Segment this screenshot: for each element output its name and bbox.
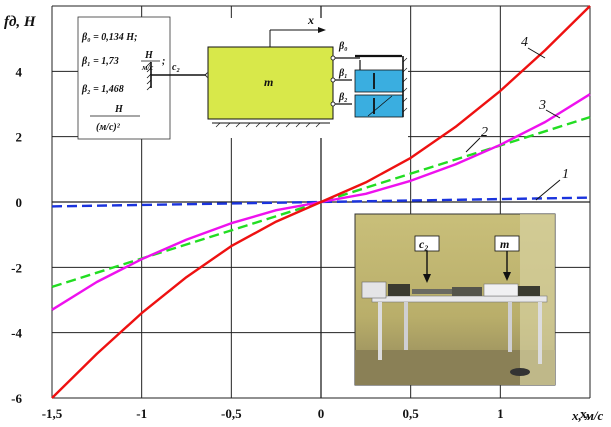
inset-schematic: β₀ = 0,134 Н; β₁ = 1,73 Н м/с ; β₂ = 1,4…	[78, 13, 408, 139]
beta2-label: β₂	[338, 92, 348, 103]
photo-table-leg-4	[538, 302, 542, 364]
param-beta2-unit-den: (м/с)²	[96, 122, 121, 133]
x-tick-label-2: -0,5	[221, 406, 242, 421]
curve-label-4: 4	[521, 35, 528, 50]
damper-housing-1	[355, 70, 403, 92]
mass-label: m	[264, 75, 273, 89]
curve-label-1: 1	[562, 167, 569, 182]
joint-1	[331, 56, 335, 60]
inset-photo: c₂ m	[355, 214, 555, 385]
param-beta1-unit-num: Н	[144, 50, 154, 61]
x-tick-label-4: 0,5	[403, 406, 420, 421]
photo-table-leg-3	[508, 302, 512, 352]
beta1-label: β₁	[338, 68, 348, 79]
param-beta2-unit-num: Н	[114, 104, 124, 115]
y-tick-label-2: -2	[11, 260, 22, 275]
curve-label-2: 2	[481, 125, 488, 140]
photo-table-leg-2	[404, 302, 408, 350]
photo-m-label: m	[500, 237, 509, 251]
photo-clamp	[388, 284, 410, 296]
y-tick-label-1: -4	[11, 326, 22, 341]
param-beta2: β₂ = 1,468	[81, 84, 124, 95]
photo-table-leg-1	[378, 302, 382, 360]
photo-spring	[412, 289, 452, 294]
photo-weight	[510, 368, 530, 376]
x-tick-label-3: 0	[318, 406, 325, 421]
photo-rail	[452, 287, 482, 296]
y-axis-label: fд, Н	[4, 14, 37, 30]
param-beta1-end: ;	[162, 56, 165, 67]
photo-c2-label: c₂	[419, 237, 429, 251]
spring-label: c₂	[172, 62, 180, 73]
joint-3	[331, 102, 335, 106]
x-tick-label-1: -1	[136, 406, 147, 421]
curve-leader-2	[466, 138, 480, 152]
x-label: x	[307, 13, 314, 27]
y-tick-label-0: -6	[11, 391, 22, 406]
curve-label-3: 3	[538, 98, 546, 113]
photo-motor	[362, 282, 386, 298]
y-tick-label-4: 2	[16, 130, 23, 145]
photo-damper	[518, 286, 540, 296]
x-tick-label-5: 1	[497, 406, 504, 421]
x-axis-label: x, м/с	[571, 408, 604, 423]
joint-2	[331, 78, 335, 82]
x-tick-label-0: -1,5	[42, 406, 63, 421]
photo-mass	[484, 284, 518, 296]
param-beta0: β₀ = 0,134 Н;	[81, 32, 137, 43]
photo-table-top	[372, 296, 547, 302]
beta0-label: β₀	[338, 41, 348, 52]
y-tick-label-5: 4	[16, 64, 23, 79]
y-tick-label-3: 0	[16, 195, 23, 210]
param-beta1: β₁ = 1,73	[81, 56, 119, 67]
damper-housing-2	[355, 95, 403, 117]
